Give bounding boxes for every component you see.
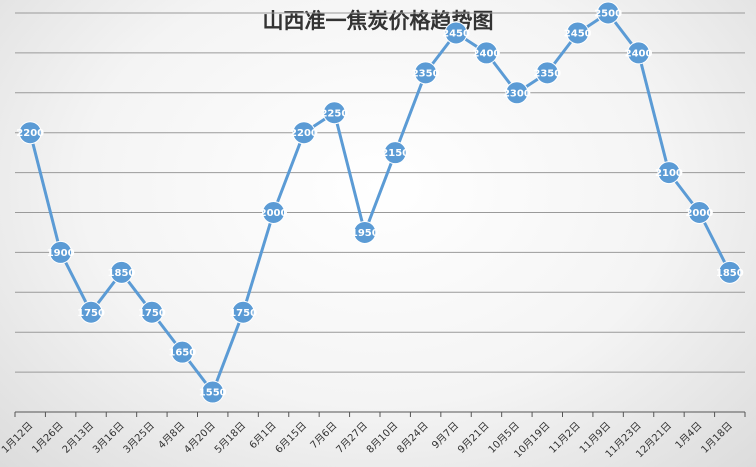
x-tick-label: 8月10日 <box>364 420 400 456</box>
x-tick-label: 11月2日 <box>547 420 583 456</box>
data-point <box>444 21 468 45</box>
x-tick-label: 3月25日 <box>121 420 157 456</box>
data-point <box>596 1 620 25</box>
data-point <box>79 300 103 324</box>
x-tick-label: 2月13日 <box>60 420 96 456</box>
data-point <box>566 21 590 45</box>
x-tick-label: 1月26日 <box>30 420 66 456</box>
data-point <box>109 260 133 284</box>
data-point <box>231 300 255 324</box>
data-label: 2500 <box>594 9 622 20</box>
x-tick-label: 5月18日 <box>212 420 248 456</box>
data-label: 2400 <box>625 48 653 59</box>
data-label: 2450 <box>442 28 470 39</box>
data-label: 2400 <box>473 48 501 59</box>
data-label: 2000 <box>260 208 288 219</box>
data-label: 2350 <box>412 68 440 79</box>
data-point <box>505 81 529 105</box>
data-label: 2250 <box>320 108 348 119</box>
data-point <box>49 240 73 264</box>
data-point <box>262 201 286 224</box>
data-point <box>353 220 377 244</box>
data-label: 2200 <box>290 128 318 139</box>
x-tick-label: 4月20日 <box>182 420 218 456</box>
data-point <box>201 380 225 404</box>
data-point <box>657 161 681 185</box>
data-point <box>687 201 711 224</box>
data-label: 2450 <box>564 28 592 39</box>
data-point <box>170 340 194 364</box>
data-label: 2150 <box>381 148 409 159</box>
data-label: 1850 <box>108 268 136 279</box>
x-tick-label: 6月15日 <box>273 420 309 456</box>
data-label: 1750 <box>229 308 257 319</box>
x-tick-label: 9月21日 <box>455 420 491 456</box>
data-label: 2000 <box>685 208 713 219</box>
data-point <box>383 141 407 165</box>
data-label: 1750 <box>77 308 105 319</box>
data-label: 1650 <box>168 348 196 359</box>
data-point <box>535 61 559 85</box>
data-label: 2200 <box>16 128 44 139</box>
data-point <box>18 121 42 145</box>
data-label: 1950 <box>351 228 379 239</box>
data-point <box>414 61 438 85</box>
x-tick-label: 3月16日 <box>90 420 126 456</box>
data-label: 2300 <box>503 88 531 99</box>
x-tick-label: 1月12日 <box>0 420 35 456</box>
data-point <box>322 101 346 125</box>
x-tick-label: 7月27日 <box>334 420 370 456</box>
data-point <box>474 41 498 65</box>
data-label: 1900 <box>47 248 75 259</box>
x-tick-label: 8月24日 <box>395 420 431 456</box>
data-point <box>627 41 651 65</box>
data-point <box>292 121 316 145</box>
data-label: 2350 <box>533 68 561 79</box>
x-tick-label: 1月18日 <box>699 420 735 456</box>
data-label: 2100 <box>655 168 683 179</box>
series-line <box>28 11 732 394</box>
data-point <box>718 260 742 284</box>
price-series: 2200 1900 1750 1850 1750 1650 1550 1750 2000 2200… <box>16 1 744 404</box>
data-label: 1750 <box>138 308 166 319</box>
data-point <box>140 300 164 324</box>
data-label: 1850 <box>716 268 744 279</box>
data-label: 1550 <box>199 388 227 399</box>
